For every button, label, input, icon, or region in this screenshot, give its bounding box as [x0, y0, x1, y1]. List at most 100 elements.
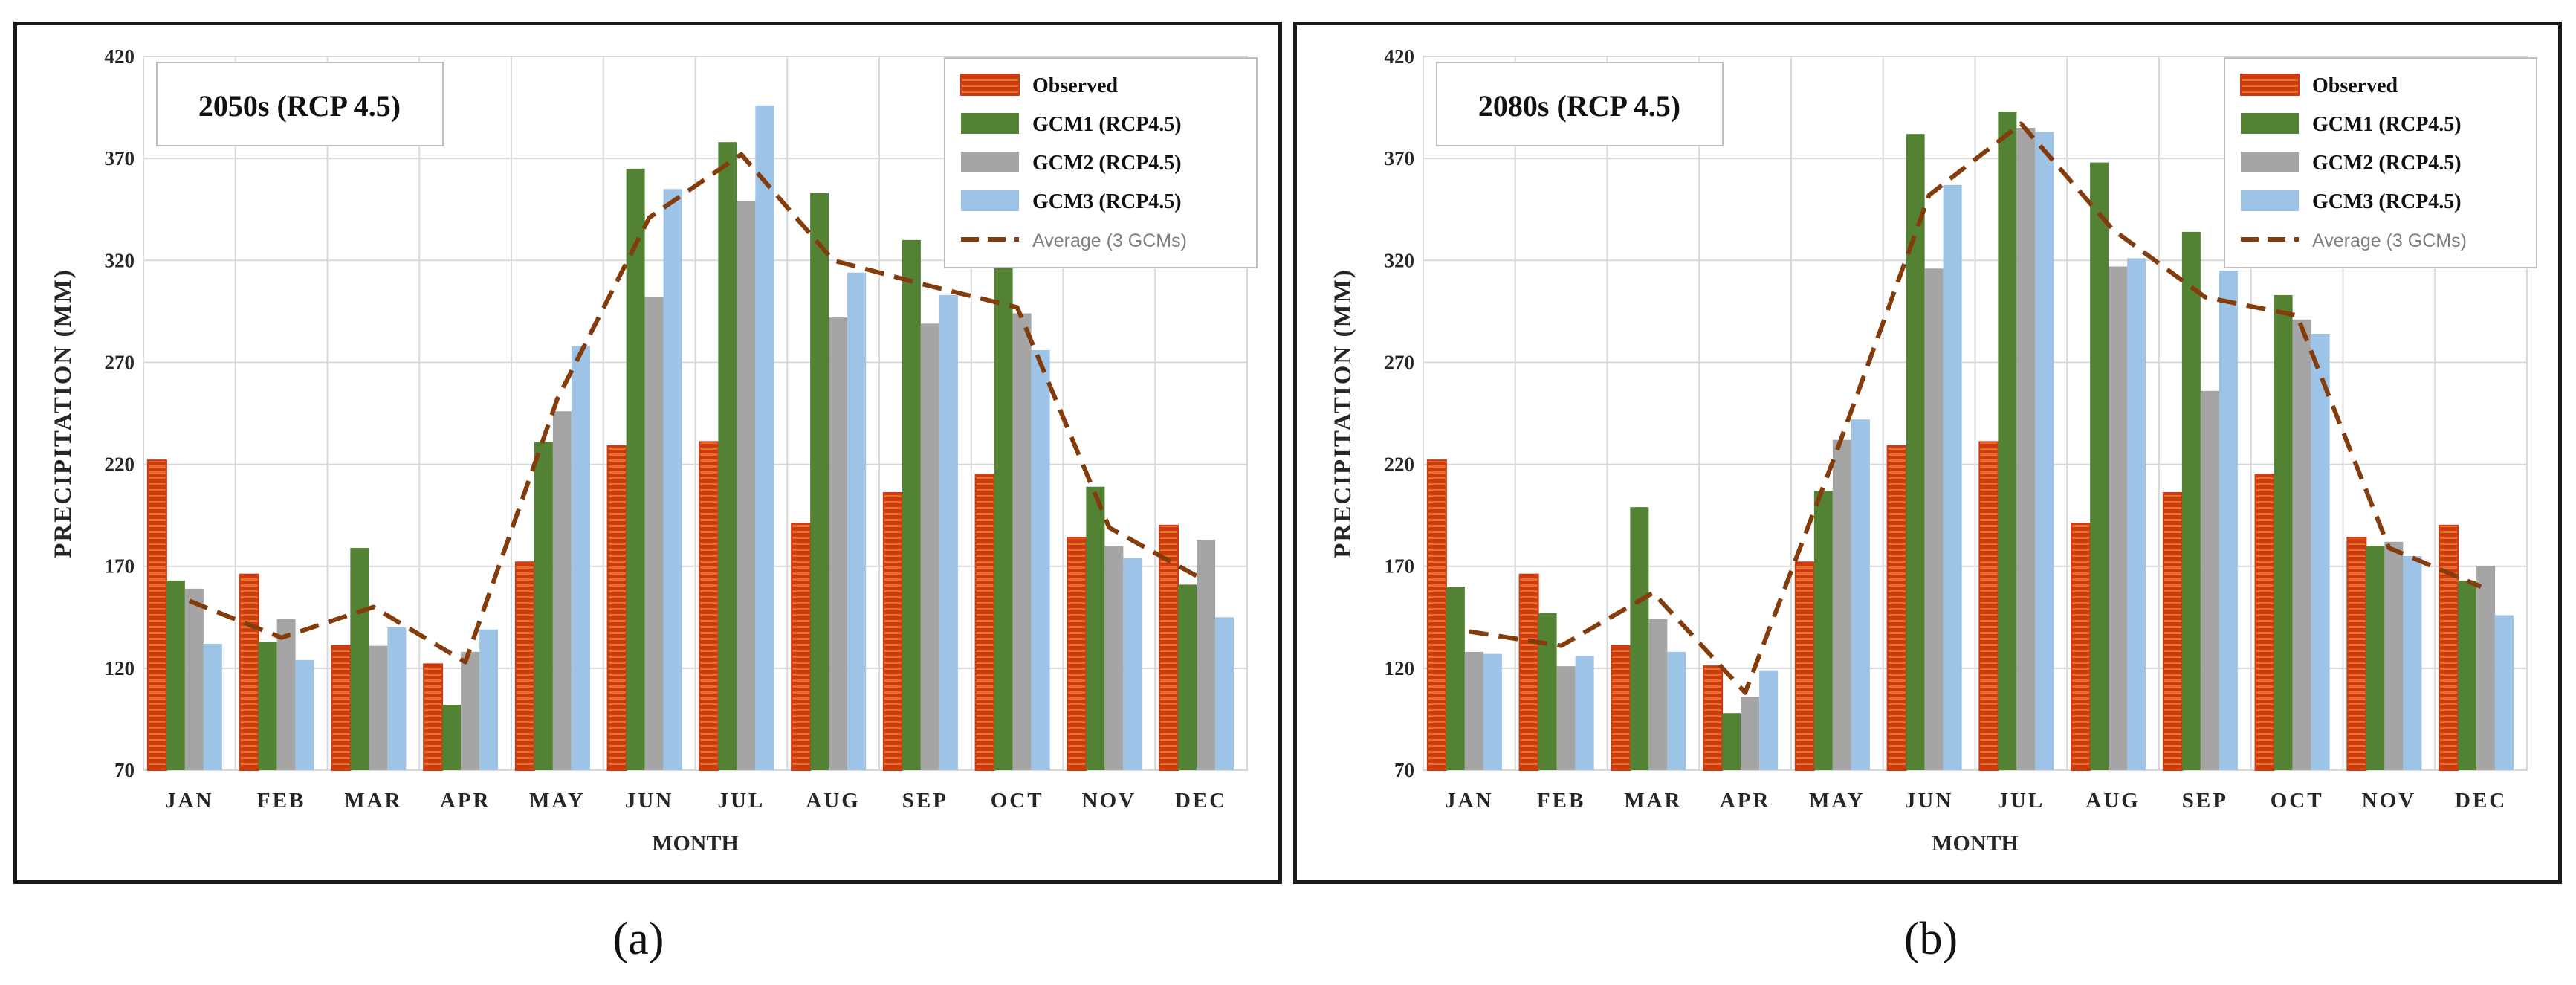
bar-gcm1-mar	[1630, 507, 1649, 770]
bar-gcm2-sep	[920, 323, 939, 770]
y-tick-label: 320	[1385, 249, 1415, 271]
bar-gcm3-aug	[847, 272, 867, 770]
bar-observed-aug	[2071, 523, 2091, 771]
bar-gcm1-jun	[626, 168, 645, 770]
y-tick-label: 170	[1385, 555, 1415, 578]
average-line	[1469, 121, 2482, 695]
x-tick-label: OCT	[2271, 789, 2324, 813]
bar-observed-jan	[146, 459, 167, 771]
bar-gcm1-oct	[994, 262, 1013, 770]
x-tick-label: APR	[440, 789, 491, 813]
y-tick-label: 370	[1385, 147, 1415, 169]
bar-gcm3-aug	[2127, 258, 2146, 770]
bar-observed-feb	[1518, 573, 1539, 772]
legend-swatch-observed	[2240, 74, 2300, 96]
bar-gcm3-dec	[2495, 615, 2514, 770]
bar-gcm3-dec	[1215, 617, 1234, 770]
y-tick-label: 70	[114, 759, 135, 781]
bar-gcm2-dec	[1197, 540, 1216, 770]
bar-gcm1-jul	[718, 142, 737, 770]
bar-gcm2-apr	[1741, 697, 1760, 770]
bar-gcm2-oct	[1012, 313, 1032, 771]
bar-gcm3-sep	[2219, 271, 2238, 770]
bar-gcm1-jan	[166, 580, 185, 770]
bar-gcm2-jan	[1464, 651, 1483, 770]
bar-gcm1-oct	[2274, 294, 2293, 770]
bar-observed-mar	[1611, 645, 1631, 772]
bar-gcm3-oct	[2311, 334, 2330, 770]
x-tick-label: AUG	[2085, 789, 2140, 813]
bar-gcm2-sep	[2200, 390, 2219, 770]
bar-gcm2-jul	[737, 201, 756, 770]
bar-gcm1-nov	[1086, 486, 1105, 770]
chart-panel-a: 70 120 170 220 270 320 370 420 JAN FEB MAR APR MAY JU…	[13, 22, 1282, 884]
bar-gcm2-jan	[184, 588, 204, 770]
x-tick-label: FEB	[1537, 789, 1585, 813]
bar-gcm1-sep	[2181, 231, 2201, 770]
y-tick-label: 420	[1385, 45, 1415, 68]
bar-gcm2-may	[552, 411, 572, 770]
bar-gcm1-apr	[442, 705, 462, 770]
bar-observed-mar	[331, 645, 352, 772]
bar-gcm2-aug	[829, 317, 848, 771]
x-tick-label: NOV	[1082, 789, 1136, 813]
x-tick-label: FEB	[257, 789, 305, 813]
bar-observed-nov	[2346, 537, 2367, 771]
x-tick-label: DEC	[2455, 789, 2507, 813]
bar-observed-dec	[2439, 524, 2459, 771]
bar-observed-jan	[1426, 459, 1447, 771]
legend-label-average: Average (3 GCMs)	[1032, 230, 1187, 251]
legend-swatch-gcm2	[2241, 152, 2299, 172]
bar-gcm3-nov	[2403, 556, 2422, 770]
bar-gcm1-mar	[350, 548, 369, 770]
bar-gcm2-jun	[1924, 268, 1944, 770]
title-box	[1436, 62, 1724, 146]
bar-observed-apr	[1703, 665, 1724, 771]
bar-gcm3-jan	[1483, 653, 1502, 770]
x-tick-label: JUL	[1997, 789, 2045, 813]
bar-gcm2-mar	[369, 645, 388, 770]
chart-title: 2080s (RCP 4.5)	[1478, 89, 1680, 123]
bar-gcm3-feb	[295, 659, 314, 770]
bar-gcm3-sep	[939, 294, 958, 770]
y-tick-label: 320	[105, 249, 135, 271]
caption-b: (b)	[1903, 914, 1958, 964]
bar-observed-aug	[791, 523, 812, 771]
legend-label-average: Average (3 GCMs)	[2312, 230, 2467, 251]
bar-gcm1-aug	[2090, 162, 2109, 771]
bar-gcm2-aug	[2109, 266, 2128, 770]
bar-gcm1-dec	[2458, 580, 2477, 770]
bar-gcm2-apr	[461, 651, 480, 770]
bar-gcm1-jan	[1446, 587, 1465, 770]
legend-label-observed: Observed	[2312, 74, 2398, 97]
x-tick-label: AUG	[806, 789, 860, 813]
bar-observed-may	[1794, 561, 1815, 771]
legend-swatch-gcm3	[961, 190, 1019, 211]
x-tick-label: JAN	[1445, 789, 1493, 813]
chart-b-svg: 70 120 170 220 270 320 370 420 JAN FEB MAR APR MAY JU…	[1330, 45, 2537, 856]
y-axis-label: PRECIPITATION (MM)	[50, 268, 77, 558]
y-tick-label: 270	[105, 351, 135, 373]
chart-a-svg: 70 120 170 220 270 320 370 420 JAN FEB MAR APR MAY JU…	[50, 45, 1258, 856]
bar-observed-may	[514, 561, 535, 771]
average-line	[188, 152, 1203, 665]
bar-gcm2-feb	[276, 619, 296, 770]
bar-gcm1-may	[1813, 491, 1833, 770]
bar-observed-jul	[699, 441, 719, 772]
legend-label-gcm3: GCM3 (RCP4.5)	[2312, 190, 2462, 213]
bar-gcm3-may	[1851, 419, 1870, 770]
bar-gcm2-dec	[2476, 566, 2496, 770]
bar-gcm3-mar	[387, 627, 407, 770]
bar-gcm3-apr	[479, 629, 499, 770]
chart-panel-b: 70 120 170 220 270 320 370 420 JAN FEB MAR APR MAY JU…	[1293, 22, 2562, 884]
bar-gcm1-feb	[258, 642, 277, 770]
y-tick-label: 270	[1385, 351, 1415, 373]
y-tick-label: 120	[105, 657, 135, 679]
bar-gcm1-sep	[902, 239, 921, 770]
y-axis-label: PRECIPITATION (MM)	[1330, 268, 1356, 558]
x-tick-label: MAY	[529, 789, 586, 813]
x-tick-label: OCT	[991, 789, 1044, 813]
legend-label-gcm2: GCM2 (RCP4.5)	[1032, 152, 1182, 175]
bar-gcm2-nov	[2384, 541, 2404, 770]
bar-gcm2-nov	[1104, 546, 1124, 770]
